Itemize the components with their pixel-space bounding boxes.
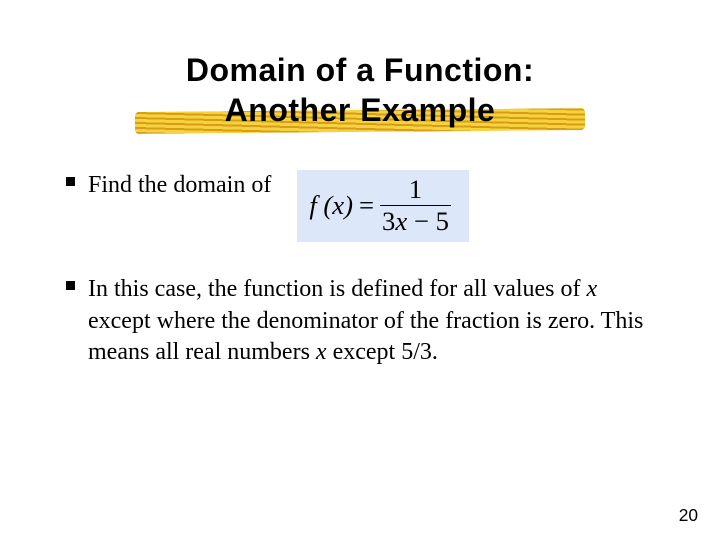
bullet-1-text: Find the domain of [88,170,271,201]
bullet-item-2: In this case, the function is defined fo… [60,274,660,368]
slide-title: Domain of a Function: Another Example [60,50,660,130]
page-number: 20 [679,505,698,526]
b2-x2: x [316,339,327,365]
b2-post: except 5/3. [327,339,438,365]
formula-fraction: 1 3x − 5 [380,176,451,234]
bullet-2-text: In this case, the function is defined fo… [88,274,660,368]
formula-box: f (x) = 1 3x − 5 [297,170,469,242]
b2-x1: x [587,276,598,302]
b2-pre: In this case, the function is defined fo… [88,276,587,302]
title-line-1: Domain of a Function: [186,52,534,88]
formula-lhs: f (x) [309,190,353,221]
formula-eq: = [359,190,374,221]
bullet-item-1: Find the domain of f (x) = 1 3x − 5 [60,170,660,242]
title-block: Domain of a Function: Another Example [60,50,660,130]
bullet-list: Find the domain of f (x) = 1 3x − 5 [60,170,660,368]
title-line-2: Another Example [225,92,496,128]
formula-numerator: 1 [407,176,424,205]
formula-denominator: 3x − 5 [380,206,451,235]
formula: f (x) = 1 3x − 5 [309,176,451,234]
slide: Domain of a Function: Another Example Fi… [0,0,720,540]
